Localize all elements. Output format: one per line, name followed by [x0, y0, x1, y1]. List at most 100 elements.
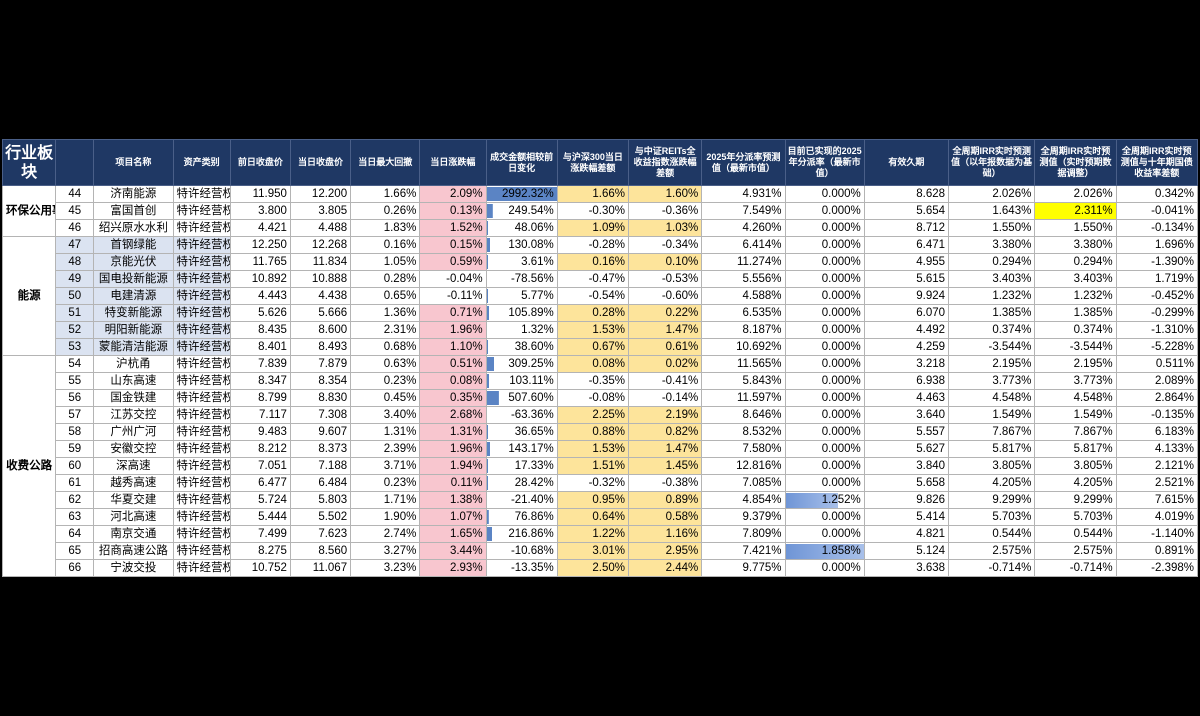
max-drawdown: 0.23%: [350, 372, 421, 390]
volume-change: -78.56%: [485, 270, 558, 288]
effective-duration: 9.924: [863, 287, 950, 305]
irr-realtime: 4.205%: [1034, 474, 1117, 492]
volume-change: 130.08%: [485, 236, 558, 254]
project-name: 招商高速公路: [93, 542, 174, 560]
daily-change: 1.65%: [419, 525, 487, 543]
max-drawdown: 1.71%: [350, 491, 421, 509]
reits-index-diff: 1.47%: [628, 321, 703, 339]
sector-label: 能源: [1, 236, 57, 356]
project-name: 江苏交控: [93, 406, 174, 424]
prev-close: 4.443: [229, 287, 291, 305]
asset-type: 特许经营权: [172, 491, 231, 509]
irr-bond-spread: -0.135%: [1115, 406, 1199, 424]
realized-distribution: 0.000%: [784, 338, 865, 356]
project-name: 明阳新能源: [93, 321, 174, 339]
reits-index-diff: 1.47%: [628, 440, 703, 458]
csi300-diff: 0.88%: [556, 423, 630, 441]
prev-close: 10.752: [229, 559, 291, 577]
daily-change: 0.13%: [419, 202, 487, 220]
effective-duration: 4.821: [863, 525, 950, 543]
volume-change: 507.60%: [485, 389, 558, 407]
asset-type: 特许经营权: [172, 372, 231, 390]
today-close: 11.067: [289, 559, 352, 577]
irr-annual-report: 3.380%: [948, 236, 1036, 254]
row-index: 52: [55, 321, 95, 339]
realized-distribution: 0.000%: [784, 389, 865, 407]
volume-change: 103.11%: [485, 372, 558, 390]
volume-change: 48.06%: [485, 219, 558, 237]
realized-distribution: 0.000%: [784, 236, 865, 254]
effective-duration: 6.938: [863, 372, 950, 390]
irr-realtime: 2.575%: [1034, 542, 1117, 560]
project-name: 蒙能清洁能源: [93, 338, 174, 356]
distribution-forecast: 7.085%: [701, 474, 786, 492]
distribution-forecast: 4.260%: [701, 219, 786, 237]
volume-change: 1.32%: [485, 321, 558, 339]
reits-index-diff: 0.61%: [628, 338, 703, 356]
prev-close: 8.435: [229, 321, 291, 339]
irr-realtime: 5.817%: [1034, 440, 1117, 458]
distribution-forecast: 8.646%: [701, 406, 786, 424]
csi300-diff: 1.51%: [556, 457, 630, 475]
irr-realtime: 0.544%: [1034, 525, 1117, 543]
distribution-forecast: 4.854%: [701, 491, 786, 509]
row-index: 57: [55, 406, 95, 424]
project-name: 沪杭甬: [93, 355, 174, 373]
project-name: 华夏交建: [93, 491, 174, 509]
prev-close: 12.250: [229, 236, 291, 254]
today-close: 8.830: [289, 389, 352, 407]
csi300-diff: 0.64%: [556, 508, 630, 526]
column-header-14: 全周期IRR实时预测值（以年报数据为基础）: [948, 139, 1036, 186]
irr-annual-report: 4.205%: [948, 474, 1036, 492]
daily-change: 0.15%: [419, 236, 487, 254]
asset-type: 特许经营权: [172, 202, 231, 220]
distribution-forecast: 9.775%: [701, 559, 786, 577]
irr-annual-report: -0.714%: [948, 559, 1036, 577]
table-body: 环保公用事业44济南能源特许经营权11.95012.2001.66%2.09%2…: [1, 185, 1199, 577]
prev-close: 10.892: [229, 270, 291, 288]
irr-realtime: 0.294%: [1034, 253, 1117, 271]
column-header-4: 前日收盘价: [229, 139, 291, 186]
csi300-diff: 3.01%: [556, 542, 630, 560]
column-header-2: 项目名称: [93, 139, 174, 186]
irr-bond-spread: -2.398%: [1115, 559, 1199, 577]
table-row: 66 宁波交投 特许经营权 10.752 11.067 3.23% 2.93% -13.35%…: [3, 559, 1199, 577]
daily-change: 2.93%: [419, 559, 487, 577]
daily-change: 2.09%: [419, 185, 487, 203]
irr-annual-report: 2.195%: [948, 355, 1036, 373]
irr-realtime: 3.380%: [1034, 236, 1117, 254]
irr-annual-report: 5.703%: [948, 508, 1036, 526]
irr-annual-report: 0.374%: [948, 321, 1036, 339]
row-index: 47: [55, 236, 95, 254]
distribution-forecast: 10.692%: [701, 338, 786, 356]
project-name: 越秀高速: [93, 474, 174, 492]
realized-distribution: 0.000%: [784, 474, 865, 492]
volume-change: -21.40%: [485, 491, 558, 509]
today-close: 7.623: [289, 525, 352, 543]
table-row: 62 华夏交建 特许经营权 5.724 5.803 1.71% 1.38% -21.40% 0.…: [3, 491, 1199, 509]
realized-distribution: 1.252%: [784, 491, 865, 509]
effective-duration: 5.658: [863, 474, 950, 492]
today-close: 6.484: [289, 474, 352, 492]
max-drawdown: 1.05%: [350, 253, 421, 271]
csi300-diff: 1.66%: [556, 185, 630, 203]
effective-duration: 6.471: [863, 236, 950, 254]
daily-change: 0.08%: [419, 372, 487, 390]
daily-change: 2.68%: [419, 406, 487, 424]
max-drawdown: 0.68%: [350, 338, 421, 356]
reits-index-diff: 0.58%: [628, 508, 703, 526]
irr-annual-report: 3.773%: [948, 372, 1036, 390]
column-header-16: 全周期IRR实时预测值与十年期国债收益率差额: [1115, 139, 1199, 186]
daily-change: 3.44%: [419, 542, 487, 560]
effective-duration: 5.654: [863, 202, 950, 220]
max-drawdown: 2.31%: [350, 321, 421, 339]
irr-annual-report: 1.232%: [948, 287, 1036, 305]
today-close: 4.438: [289, 287, 352, 305]
irr-realtime: 9.299%: [1034, 491, 1117, 509]
realized-distribution: 0.000%: [784, 457, 865, 475]
table-row: 环保公用事业44济南能源特许经营权11.95012.2001.66%2.09%2…: [1, 185, 1199, 237]
distribution-forecast: 9.379%: [701, 508, 786, 526]
daily-change: -0.04%: [419, 270, 487, 288]
distribution-forecast: 7.580%: [701, 440, 786, 458]
column-header-8: 成交金额相较前日变化: [485, 139, 558, 186]
